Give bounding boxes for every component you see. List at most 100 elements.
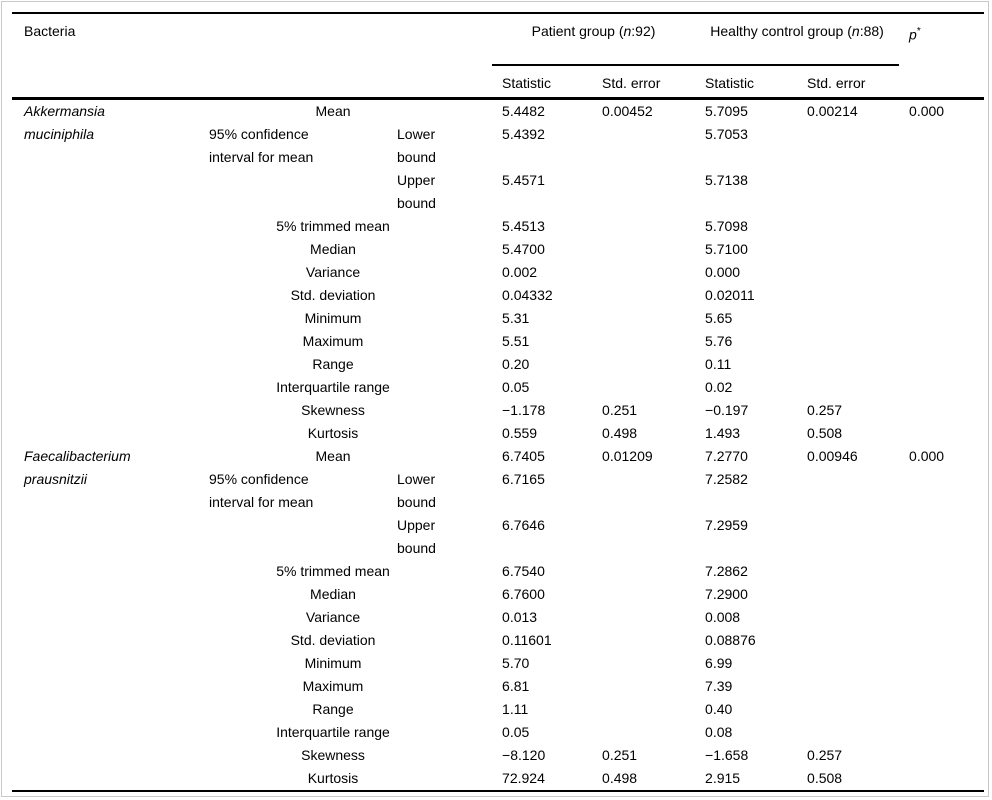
value-cell [592,468,695,514]
value-cell [592,629,695,652]
value-cell: 0.01209 [602,447,653,464]
value-cell [797,330,899,353]
value-cell [797,307,899,330]
stat-label: Interquartile range [276,378,390,395]
value-cell [592,721,695,744]
value-cell: 5.31 [502,309,530,326]
value-cell [797,675,899,698]
value-cell: 6.7600 [502,585,545,602]
value-cell: 5.7095 [705,102,748,119]
table-row: Interquartile range 0.05 0.08 [12,721,984,744]
value-cell: 0.04332 [502,286,553,303]
value-cell [797,353,899,376]
value-cell [797,215,899,238]
ci-label: 95% confidence interval for mean [209,125,314,165]
value-cell: 0.11 [705,355,732,372]
value-cell: 6.7540 [502,562,545,579]
col-header-healthy-control-group: Healthy control group (n:88) [695,13,900,66]
p-value: 0.000 [909,102,945,119]
stat-label: Mean [315,447,351,464]
value-cell: 5.4513 [502,217,545,234]
healthy-group-label: Healthy control group (n:88) [710,23,884,39]
value-cell [797,629,899,652]
bound-label: Lower bound [397,125,436,165]
table-row: Skewness −1.178 0.251 −0.197 0.257 [12,399,984,422]
value-cell: 5.4700 [502,240,545,257]
value-cell [592,123,695,169]
value-cell [592,169,695,215]
table-row: 5% trimmed mean 6.7540 7.2862 [12,560,984,583]
subheader-healthy-std-error: Std. error [797,65,900,100]
value-cell [592,698,695,721]
value-cell: 7.2770 [705,447,748,464]
col-header-patient-group: Patient group (n:92) [492,13,696,66]
value-cell: 0.251 [602,401,638,418]
table-row: Skewness −8.120 0.251 −1.658 0.257 [12,744,984,767]
value-cell [592,353,695,376]
value-cell: 0.02 [705,378,733,395]
table-row: Std. deviation 0.04332 0.02011 [12,284,984,307]
table-row: Minimum 5.70 6.99 [12,652,984,675]
table-row: Faecalibacterium prausnitzii Mean 6.7405… [12,445,984,487]
value-cell [592,606,695,629]
table-row: Kurtosis 0.559 0.498 1.493 0.508 [12,422,984,445]
value-cell [592,261,695,284]
stat-label: Minimum [304,654,362,671]
value-cell: 2.915 [705,769,741,786]
table-row: Std. deviation 0.11601 0.08876 [12,629,984,652]
table-row: Upper bound 5.4571 5.7138 [12,169,984,215]
table-row: Maximum 5.51 5.76 [12,330,984,353]
value-cell: 5.51 [502,332,530,349]
value-cell [797,583,899,606]
value-cell [797,123,899,169]
stat-label: Std. deviation [290,286,376,303]
value-cell: 6.7646 [502,516,545,533]
value-cell: 0.002 [502,263,538,280]
table-row: 5% trimmed mean 5.4513 5.7098 [12,215,984,238]
table-row: Interquartile range 0.05 0.02 [12,376,984,399]
col-header-bacteria: Bacteria [12,13,493,100]
value-cell: 5.7138 [705,171,748,188]
value-cell: 5.65 [705,309,733,326]
value-cell: 7.2582 [705,470,748,487]
value-cell [797,514,899,560]
value-cell: 0.508 [807,424,843,441]
value-cell: 5.4482 [502,102,545,119]
value-cell [592,560,695,583]
table-row: Variance 0.013 0.008 [12,606,984,629]
value-cell: 5.4571 [502,171,545,188]
table-row: Range 1.11 0.40 [12,698,984,721]
value-cell: 0.00452 [602,102,653,119]
p-value: 0.000 [909,447,945,464]
col-header-p: p* [899,13,985,100]
header-row-groups: Bacteria Patient group (n:92) Healthy co… [12,13,985,100]
value-cell: 0.00946 [807,447,858,464]
bound-label: Lower bound [397,470,436,510]
value-cell: 7.2862 [705,562,748,579]
value-cell [592,238,695,261]
subheader-patient-std-error: Std. error [592,65,696,100]
value-cell: 0.11601 [502,631,552,648]
value-cell [797,721,899,744]
bacteria-name: Akkermansia muciniphila [24,102,105,142]
stat-label: 5% trimmed mean [276,562,390,579]
table-header: Bacteria Patient group (n:92) Healthy co… [12,13,985,100]
value-cell: −1.658 [705,746,749,763]
stat-label: Std. deviation [290,631,376,648]
value-cell: 0.257 [807,401,843,418]
table-body: Akkermansia muciniphila Mean 5.4482 0.00… [12,98,984,791]
subheader-healthy-statistic: Statistic [695,65,798,100]
value-cell: 5.7100 [705,240,748,257]
table-row: 95% confidence interval for mean Lower b… [12,468,984,514]
value-cell [797,284,899,307]
value-cell [592,330,695,353]
value-cell: −8.120 [502,746,546,763]
value-cell: 6.81 [502,677,530,694]
value-cell [797,468,899,514]
value-cell [592,284,695,307]
value-cell: 0.559 [502,424,538,441]
value-cell [797,376,899,399]
value-cell: 5.4392 [502,125,545,142]
stat-label: Minimum [304,309,362,326]
